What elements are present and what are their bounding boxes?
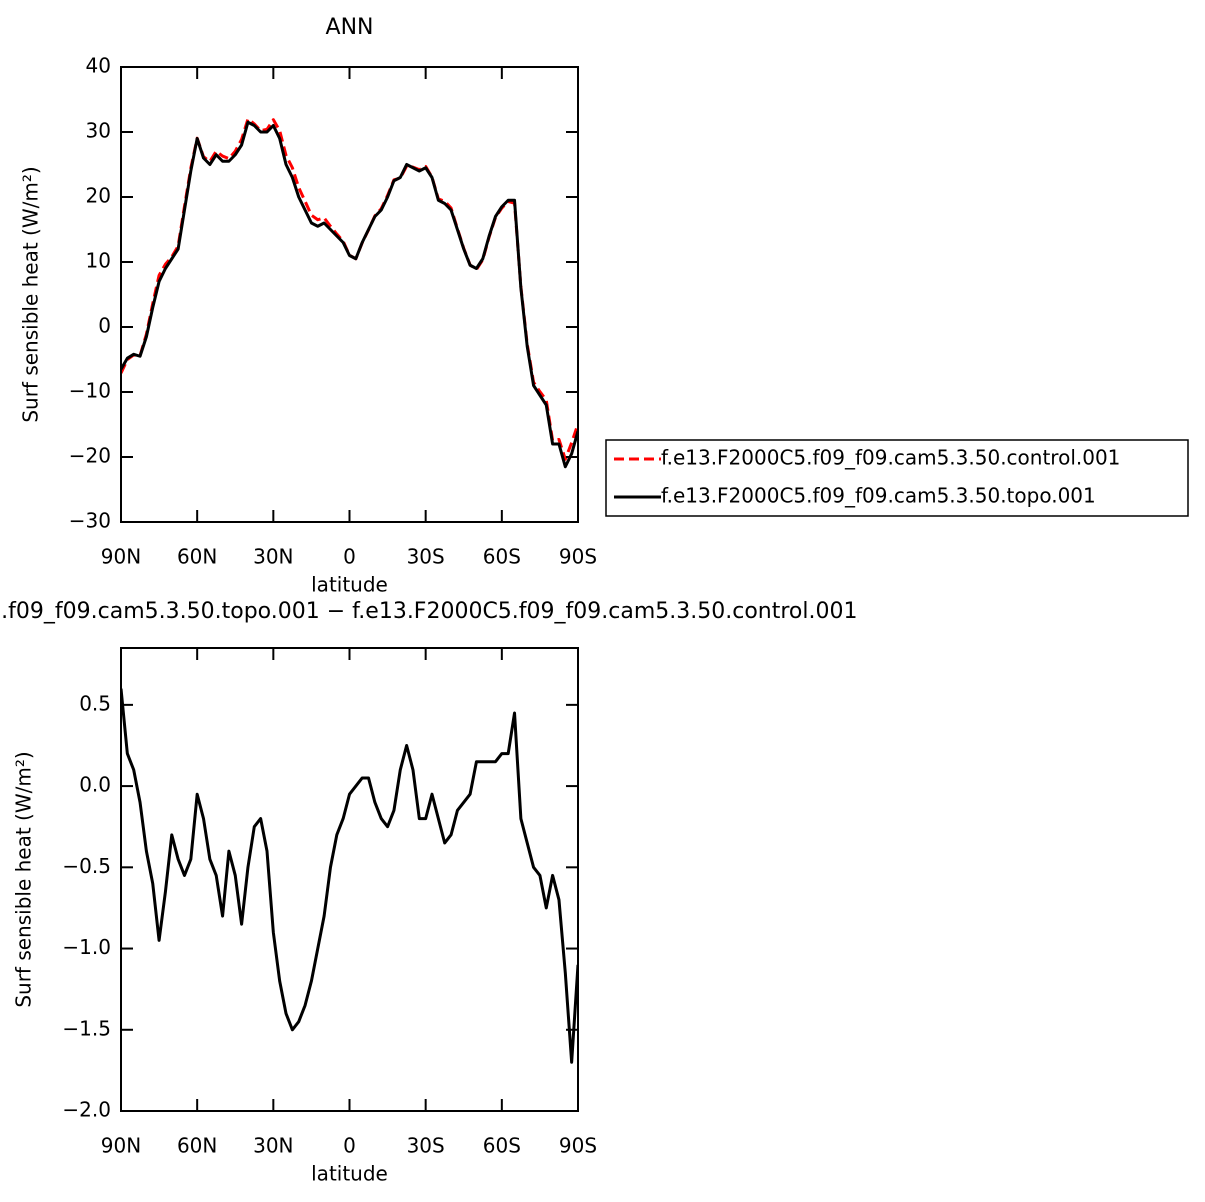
- y-tick-label: 10: [86, 249, 111, 273]
- plot: 90N 60N 30N 0 30S 60S 90S −30 −20 −10 0 10 20 30 40 ANN…: [19, 15, 1189, 597]
- y-tick-label: 40: [86, 54, 111, 78]
- x-tick-label: 30N: [253, 1134, 293, 1158]
- x-tick-label: 30N: [253, 545, 293, 569]
- x-tick-label: 90S: [559, 1134, 597, 1158]
- legend-box: [605, 439, 1189, 517]
- data-area: [121, 117, 578, 469]
- x-tick-label: 90S: [559, 545, 597, 569]
- x-tick-label: 30S: [407, 1134, 445, 1158]
- x-tick-label: 60S: [483, 545, 521, 569]
- y-tick-label: 0.0: [79, 773, 111, 797]
- x-axis-label: latitude: [311, 1162, 388, 1186]
- y-axis-label: Surf sensible heat (W/m²): [19, 166, 43, 422]
- y-tick-label: −2.0: [62, 1098, 111, 1122]
- x-tick-label: 0: [343, 1134, 356, 1158]
- legend-label: f.e13.F2000C5.f09_f09.cam5.3.50.topo.001: [661, 484, 1096, 508]
- chart-title: ANN: [326, 15, 374, 40]
- x-tick-label: 60N: [177, 1134, 217, 1158]
- x-tick-label: 60N: [177, 545, 217, 569]
- x-tick-label: 30S: [407, 545, 445, 569]
- x-tick-label: 90N: [101, 545, 141, 569]
- y-tick-label: −10: [69, 379, 111, 403]
- plot-frame: [120, 647, 579, 1112]
- plot: 90N 60N 30N 0 30S 60S 90S −2.0 −1.5 −1.0 −0.5 0.0 0.…: [0, 599, 857, 1186]
- chart-title: f.e13.F2000C5.f09_f09.cam5.3.50.topo.001…: [0, 599, 857, 624]
- legend-label: f.e13.F2000C5.f09_f09.cam5.3.50.control.…: [661, 446, 1120, 470]
- y-tick-label: 20: [86, 184, 111, 208]
- y-tick-label: −0.5: [62, 854, 111, 878]
- y-tick-label: 0: [98, 314, 111, 338]
- x-axis-label: latitude: [311, 573, 388, 597]
- y-axis-label: Surf sensible heat (W/m²): [12, 751, 36, 1007]
- data-line: [121, 688, 578, 1064]
- y-tick-label: 30: [86, 119, 111, 143]
- y-tick-label: −1.5: [62, 1016, 111, 1040]
- data-area: [121, 688, 578, 1064]
- y-tick-label: −20: [69, 444, 111, 468]
- y-tick-label: −1.0: [62, 935, 111, 959]
- x-tick-label: 60S: [483, 1134, 521, 1158]
- plot-frame: [120, 66, 579, 523]
- y-tick-label: 0.5: [79, 691, 111, 715]
- x-tick-label: 90N: [101, 1134, 141, 1158]
- x-tick-label: 0: [343, 545, 356, 569]
- data-line: [121, 120, 578, 469]
- y-tick-label: −30: [69, 509, 111, 533]
